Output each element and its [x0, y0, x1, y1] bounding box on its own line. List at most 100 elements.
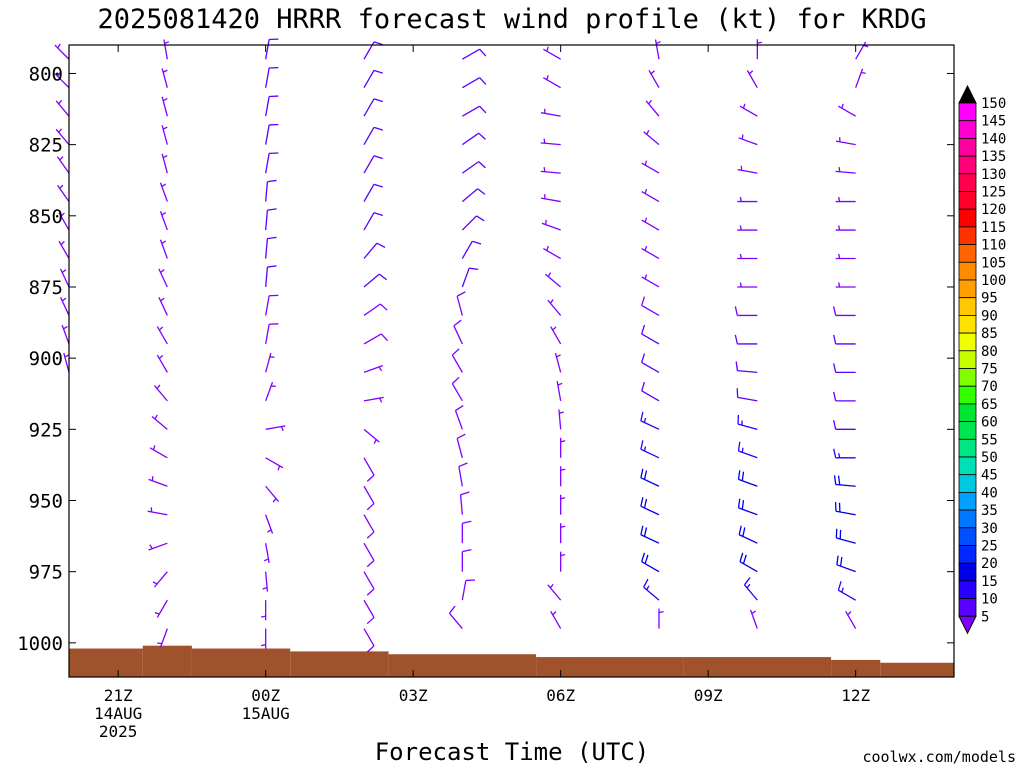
barb-shaft [363, 212, 375, 231]
barb-shaft [640, 505, 660, 516]
wind-barb [543, 245, 561, 260]
barb-full [455, 405, 464, 412]
barb-shaft [265, 381, 274, 402]
barb-half [650, 70, 655, 75]
wind-barb [641, 217, 660, 231]
barb-half [838, 253, 841, 259]
barb-half [156, 384, 161, 389]
barb-full [833, 334, 837, 345]
barb-shaft [641, 219, 660, 231]
barb-half [838, 282, 841, 288]
wind-barb [543, 75, 561, 89]
barb-half [838, 167, 841, 172]
barb-shaft [265, 267, 269, 288]
wind-barb [158, 268, 168, 288]
wind-barb [54, 72, 70, 89]
barb-shaft [838, 589, 856, 601]
wind-barb [363, 183, 383, 202]
barb-shaft [540, 197, 561, 203]
colorbar-cell [958, 350, 977, 369]
barb-half [560, 497, 566, 500]
barb-shaft [163, 39, 168, 60]
barb-half [546, 46, 549, 52]
wind-barb [835, 253, 856, 260]
colorbar-cell [958, 120, 977, 139]
barb-full [833, 475, 837, 485]
wind-barb [737, 165, 758, 174]
barb-half [841, 103, 844, 109]
barb-half [560, 440, 566, 443]
barb-half [644, 160, 648, 166]
wind-barb [640, 440, 660, 459]
wind-barb [855, 68, 866, 88]
barb-half [261, 643, 266, 647]
wind-barb [746, 70, 758, 89]
wind-barb [835, 196, 856, 203]
barb-shaft [363, 333, 382, 345]
barb-half [546, 245, 549, 251]
barb-shaft [543, 247, 561, 260]
wind-barb [363, 428, 380, 444]
barb-full [366, 616, 375, 625]
barb-full [640, 440, 644, 450]
barb-full [462, 549, 472, 553]
barb-shaft [54, 44, 70, 60]
barb-full [640, 525, 644, 535]
barb-shaft [641, 304, 660, 317]
colorbar-cell [958, 456, 977, 476]
colorbar-label: 75 [981, 362, 998, 378]
wind-barb [461, 161, 486, 174]
barb-shaft [462, 48, 480, 60]
barb-half [61, 297, 67, 302]
barb-shaft [743, 584, 758, 601]
barb-shaft [641, 191, 660, 203]
barb-shaft [648, 70, 660, 89]
wind-barb [156, 326, 168, 345]
colorbar-label: 130 [981, 167, 1006, 183]
barb-shaft [461, 188, 479, 203]
wind-barb [749, 609, 758, 629]
barb-full [837, 475, 841, 485]
barb-full [379, 303, 388, 311]
colorbar-label: 85 [981, 326, 998, 342]
barb-full [641, 552, 646, 562]
barb-half [741, 447, 744, 453]
barb-half [648, 99, 653, 105]
barb-full [737, 470, 741, 480]
wind-barb [550, 610, 562, 629]
x-axis-label: Forecast Time (UTC) [375, 738, 650, 766]
wind-barb [363, 485, 375, 511]
barb-full [366, 645, 375, 653]
barb-shaft [835, 483, 856, 487]
barb-shaft [363, 364, 384, 373]
wind-barb [265, 294, 279, 316]
wind-barb [263, 543, 270, 564]
y-tick-label: 975 [29, 562, 63, 584]
wind-barb [159, 182, 168, 202]
barb-shaft [737, 423, 758, 430]
wind-barb [648, 70, 660, 89]
barb-half [741, 134, 744, 140]
barb-full [373, 155, 383, 160]
barb-full [479, 77, 487, 85]
colorbar-label: 20 [981, 556, 998, 572]
barb-shaft [641, 561, 660, 573]
barb-shaft [461, 161, 480, 174]
colorbar-cell [958, 509, 977, 529]
barb-full [643, 498, 648, 509]
barb-shaft [836, 537, 856, 544]
barb-half [739, 253, 742, 259]
barb-full [462, 520, 472, 524]
barb-shaft [540, 142, 561, 146]
wind-barb [55, 99, 70, 117]
barb-half [560, 468, 566, 471]
barb-full [641, 353, 646, 363]
barb-half [543, 167, 546, 172]
barb-full [267, 265, 277, 268]
colorbar-label: 25 [981, 539, 998, 555]
colorbar-label: 65 [981, 397, 998, 413]
barb-half [57, 72, 61, 77]
barb-full [456, 291, 466, 297]
barb-shaft [462, 105, 480, 117]
wind-barb [454, 405, 464, 430]
